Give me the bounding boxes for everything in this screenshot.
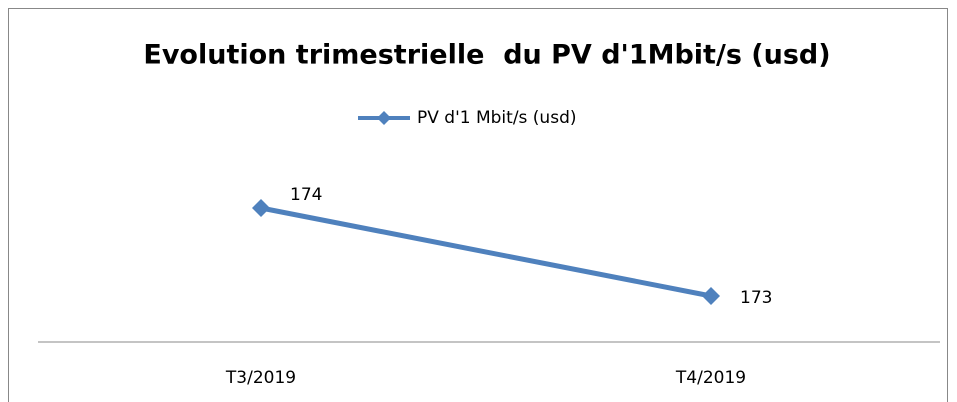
x-tick-label: T4/2019 [675,368,746,388]
x-tick-label: T3/2019 [225,368,296,388]
chart-title: Evolution trimestrielle du PV d'1Mbit/s … [143,40,830,71]
data-label: 174 [290,185,322,205]
chart-frame [8,8,948,402]
data-point [702,287,720,305]
data-label: 173 [740,288,772,308]
series-line [260,205,712,299]
legend-label: PV d'1 Mbit/s (usd) [417,108,577,128]
legend-marker [377,111,391,125]
data-point [252,199,270,217]
